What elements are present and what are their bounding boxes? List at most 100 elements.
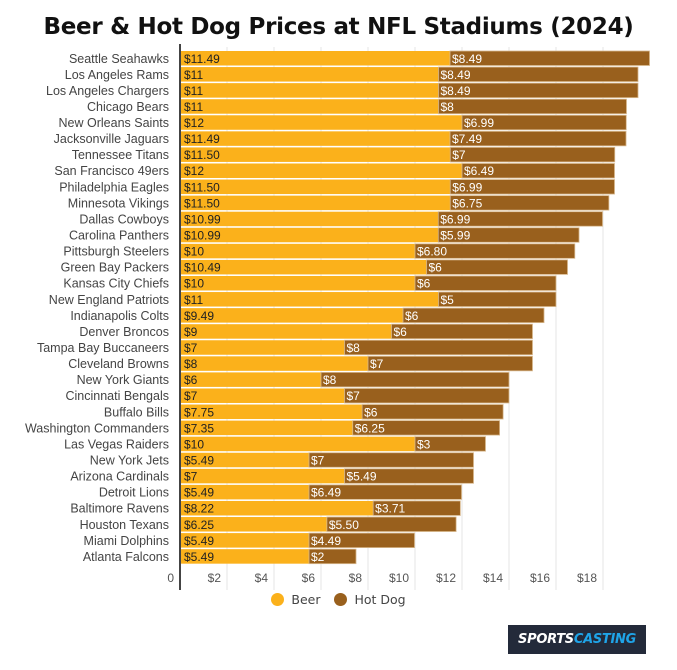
hot-dog-value-label: $6.25 — [355, 421, 385, 435]
bar-beer — [180, 436, 415, 452]
beer-value-label: $7.75 — [184, 405, 214, 419]
bar-hot-dog — [438, 66, 639, 82]
bar-hot-dog — [449, 147, 616, 163]
beer-value-label: $5.49 — [184, 486, 214, 500]
bar-hot-dog — [326, 516, 457, 532]
beer-value-label: $9.49 — [184, 309, 214, 323]
category-label: Chicago Bears — [87, 100, 169, 114]
beer-value-label: $8.22 — [184, 502, 214, 516]
x-tick-label: $12 — [436, 571, 456, 585]
category-label: Pittsburgh Steelers — [63, 245, 169, 259]
category-label: Dallas Cowboys — [79, 212, 169, 226]
bar-beer — [180, 517, 327, 532]
hot-dog-value-label: $6 — [394, 325, 408, 339]
logo-text-sports: SPORTS — [518, 632, 574, 647]
sportscasting-logo: SPORTS CASTING — [508, 625, 646, 654]
bar-hot-dog — [414, 275, 557, 291]
category-label: New York Jets — [90, 454, 169, 468]
beer-value-label: $12 — [184, 164, 204, 178]
hot-dog-swatch-icon — [334, 593, 348, 606]
bar-beer — [180, 131, 451, 146]
bar-hot-dog — [437, 227, 580, 243]
beer-value-label: $5.49 — [184, 550, 214, 564]
hot-dog-value-label: $6.49 — [464, 164, 494, 178]
bar-hot-dog — [367, 355, 533, 372]
category-label: Cleveland Browns — [68, 357, 169, 371]
bar-beer — [180, 259, 427, 275]
bar-hot-dog — [402, 307, 545, 324]
hot-dog-value-label: $7.49 — [452, 132, 482, 146]
bar-hot-dog — [344, 388, 510, 404]
legend-item-hot-dog[interactable]: Hot Dog — [334, 592, 406, 607]
hot-dog-value-label: $6 — [405, 309, 419, 323]
category-label: Baltimore Ravens — [70, 502, 169, 516]
bar-beer — [180, 99, 439, 114]
bar-beer — [180, 163, 462, 178]
hot-dog-value-label: $7 — [311, 454, 325, 468]
hot-dog-value-label: $8.49 — [441, 84, 471, 98]
x-tick-label: $14 — [483, 571, 503, 585]
legend: Beer Hot Dog — [0, 592, 677, 607]
stacked-bar-chart: $11.49 $8.49 $11 $8.49 $11 $8.49 $11 $8 $12 $6.99… — [25, 44, 650, 590]
category-label: New Orleans Saints — [59, 116, 169, 130]
bar-hot-dog — [391, 323, 533, 340]
x-tick-label: $8 — [349, 571, 363, 585]
beer-value-label: $7.35 — [184, 421, 214, 435]
bar-beer — [180, 372, 321, 387]
bar-hot-dog — [449, 179, 615, 195]
bar-beer — [180, 67, 439, 82]
bar-beer — [180, 308, 404, 323]
beer-value-label: $6.25 — [184, 518, 214, 532]
category-label: Seattle Seahawks — [69, 52, 169, 66]
beer-value-label: $10 — [184, 277, 204, 291]
hot-dog-value-label: $6.80 — [417, 245, 447, 259]
bar-beer — [180, 324, 392, 339]
hot-dog-value-label: $8 — [347, 341, 361, 355]
hot-dog-value-label: $7 — [370, 357, 384, 371]
hot-dog-value-label: $7 — [452, 148, 466, 162]
bar-beer — [180, 179, 451, 195]
bar-beer — [180, 243, 415, 259]
category-label: Buffalo Bills — [104, 405, 169, 419]
beer-value-label: $7 — [184, 389, 198, 403]
bar-hot-dog — [308, 484, 462, 500]
category-label: Arizona Cardinals — [70, 470, 169, 484]
category-label: Carolina Panthers — [69, 229, 169, 243]
legend-item-beer[interactable]: Beer — [271, 592, 320, 607]
bar-beer — [180, 83, 439, 98]
beer-value-label: $10.99 — [184, 212, 221, 226]
bar-beer — [180, 404, 363, 420]
hot-dog-value-label: $6.99 — [440, 212, 470, 226]
chart-title: Beer & Hot Dog Prices at NFL Stadiums (2… — [43, 14, 634, 40]
hot-dog-value-label: $6 — [417, 277, 431, 291]
legend-label-beer: Beer — [291, 592, 321, 607]
bar-hot-dog — [438, 82, 639, 99]
beer-value-label: $10.49 — [184, 261, 221, 275]
category-label: Atlanta Falcons — [83, 550, 169, 564]
bar-hot-dog — [414, 436, 486, 452]
bar-hot-dog — [352, 420, 501, 436]
beer-value-label: $5.49 — [184, 454, 214, 468]
bar-beer — [180, 147, 451, 162]
beer-value-label: $9 — [184, 325, 198, 339]
bar-beer — [180, 388, 345, 403]
category-label: Denver Broncos — [79, 325, 169, 339]
beer-value-label: $7 — [184, 470, 198, 484]
bar-hot-dog — [449, 50, 650, 66]
beer-value-label: $11 — [184, 84, 203, 98]
bar-beer — [180, 500, 374, 516]
beer-value-label: $11.50 — [184, 180, 220, 194]
x-tick-label: $10 — [389, 571, 409, 585]
hot-dog-value-label: $8.49 — [441, 68, 471, 82]
hot-dog-value-label: $6 — [364, 405, 378, 419]
logo-text-casting: CASTING — [573, 632, 636, 647]
category-label: New York Giants — [77, 373, 169, 387]
hot-dog-value-label: $4.49 — [311, 534, 341, 548]
category-label: Tampa Bay Buccaneers — [37, 341, 169, 355]
x-tick-label: 0 — [167, 571, 174, 585]
x-tick-label: $4 — [255, 571, 269, 585]
bar-beer — [180, 452, 310, 468]
bar-hot-dog — [461, 163, 615, 179]
x-tick-label: $2 — [208, 571, 222, 585]
hot-dog-value-label: $6.75 — [452, 196, 482, 210]
